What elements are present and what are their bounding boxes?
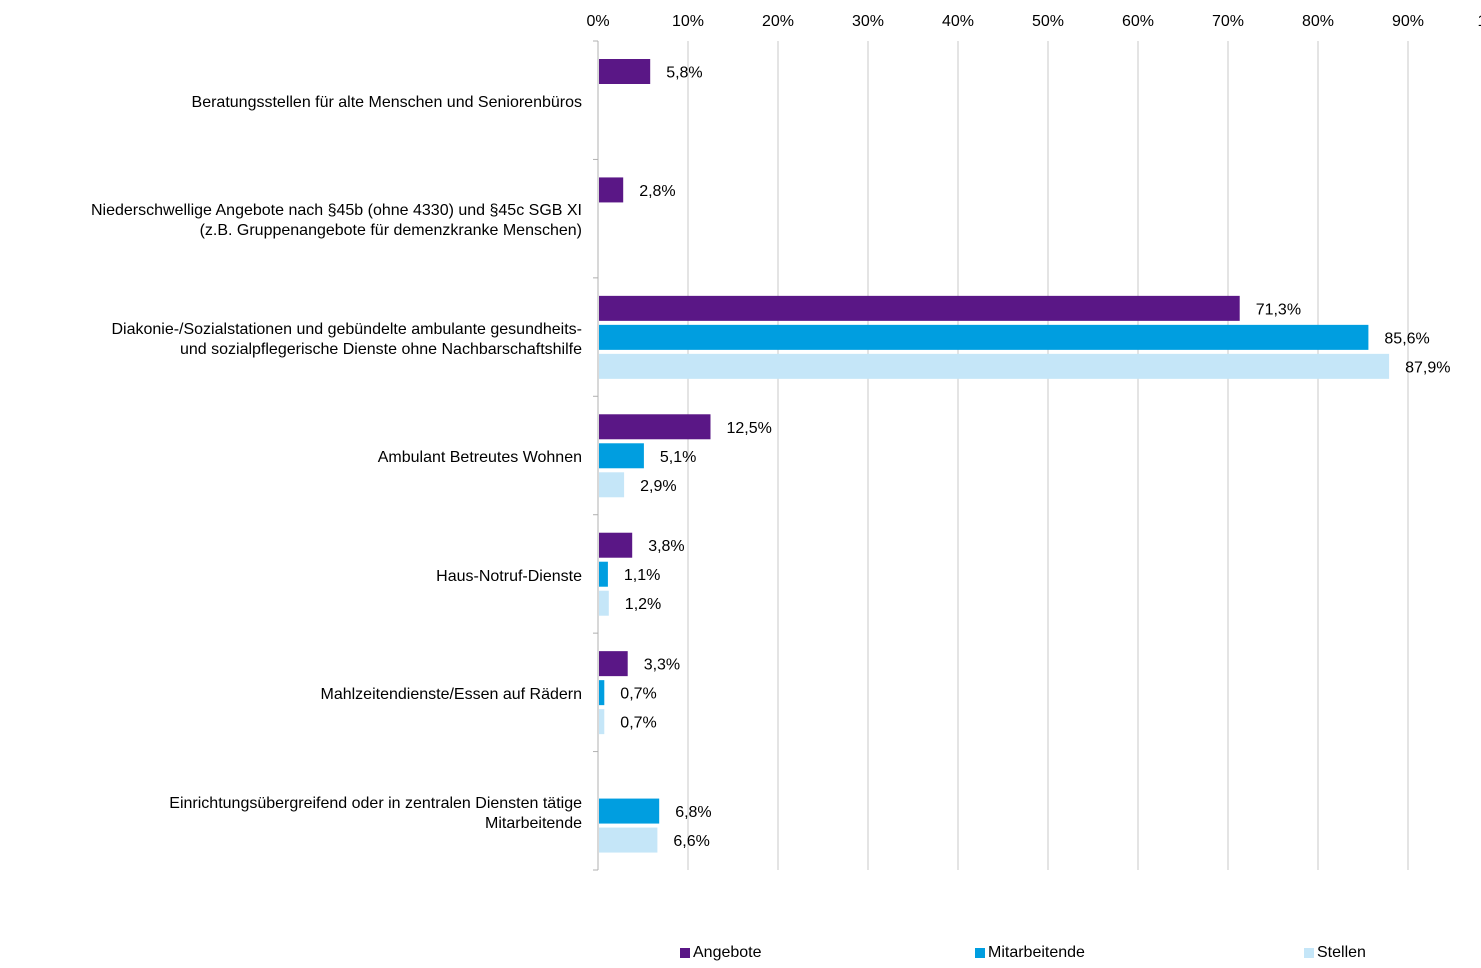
category-label: Ambulant Betreutes Wohnen (377, 449, 582, 467)
bar-angebote (599, 651, 628, 677)
data-label: 0,7% (620, 686, 656, 703)
x-tick-label: 10% (672, 13, 704, 30)
data-label: 3,3% (644, 657, 680, 674)
data-labels: 5,8% 2,8% 71,3% 85,6% 87,9% 12,5% 5,1% 2,9% 3,8%… (620, 65, 1450, 851)
x-tick-label: 40% (942, 13, 974, 30)
data-label: 6,8% (675, 804, 711, 821)
category-axis (593, 40, 599, 871)
data-label: 1,1% (624, 567, 660, 584)
x-tick-label: 50% (1032, 13, 1064, 30)
category-label: Niederschwellige Angebote nach §45b (ohn… (90, 202, 582, 240)
bar-angebote (599, 177, 624, 203)
bar-stellen (599, 590, 609, 616)
bar-mitarbeitende (599, 324, 1369, 350)
legend-label: Stellen (1317, 944, 1366, 961)
x-tick-label: 60% (1122, 13, 1154, 30)
data-label: 2,9% (640, 478, 676, 495)
legend-swatch (1304, 948, 1314, 958)
category-label: Mahlzeitendienste/Essen auf Rädern (320, 686, 583, 704)
legend-swatch (680, 948, 690, 958)
data-label: 5,8% (666, 65, 702, 82)
bar-mitarbeitende (599, 680, 605, 706)
bar-angebote (599, 59, 651, 84)
category-label: Diakonie-/Sozialstationen und gebündelte… (111, 320, 582, 358)
x-tick-labels: 0% 10% 20% 30% 40% 50% 60% 70% 80% 90% 100% (586, 13, 1481, 30)
x-tick-label: 20% (762, 13, 794, 30)
data-label: 1,2% (625, 596, 661, 613)
x-tick-label: 70% (1212, 13, 1244, 30)
category-label: Beratungsstellen für alte Menschen und S… (191, 94, 582, 111)
legend-item-mitarbeitende: Mitarbeitende (975, 944, 1085, 962)
category-label: Einrichtungsübergreifend oder in zentral… (169, 794, 582, 832)
bar-mitarbeitende (599, 561, 608, 587)
bar-mitarbeitende (599, 443, 644, 469)
legend-item-stellen: Stellen (1304, 944, 1366, 962)
data-label: 71,3% (1256, 301, 1301, 318)
data-label: 87,9% (1405, 359, 1450, 376)
bar-stellen (599, 353, 1390, 379)
data-label: 2,8% (639, 183, 675, 200)
category-label: Haus-Notruf-Dienste (436, 567, 582, 585)
bar-angebote (599, 414, 711, 440)
x-tick-label: 100% (1478, 13, 1481, 30)
bars (599, 59, 1390, 853)
legend-label: Mitarbeitende (988, 944, 1085, 961)
bar-angebote (599, 295, 1240, 321)
x-tick-label: 90% (1392, 13, 1424, 30)
legend-swatch (975, 948, 985, 958)
gridlines (597, 41, 1409, 870)
legend-label: Angebote (693, 944, 762, 961)
x-tick-label: 0% (586, 13, 609, 30)
data-label: 0,7% (620, 715, 656, 732)
bar-angebote (599, 532, 633, 558)
legend-item-angebote: Angebote (680, 944, 762, 962)
data-label: 6,6% (673, 833, 709, 850)
bar-stellen (599, 472, 625, 498)
data-label: 85,6% (1384, 330, 1429, 347)
bar-mitarbeitende (599, 798, 660, 824)
data-label: 3,8% (648, 538, 684, 555)
x-tick-label: 30% (852, 13, 884, 30)
data-label: 12,5% (727, 420, 772, 437)
bar-stellen (599, 827, 658, 853)
bar-stellen (599, 709, 605, 735)
data-label: 5,1% (660, 449, 696, 466)
x-tick-label: 80% (1302, 13, 1334, 30)
